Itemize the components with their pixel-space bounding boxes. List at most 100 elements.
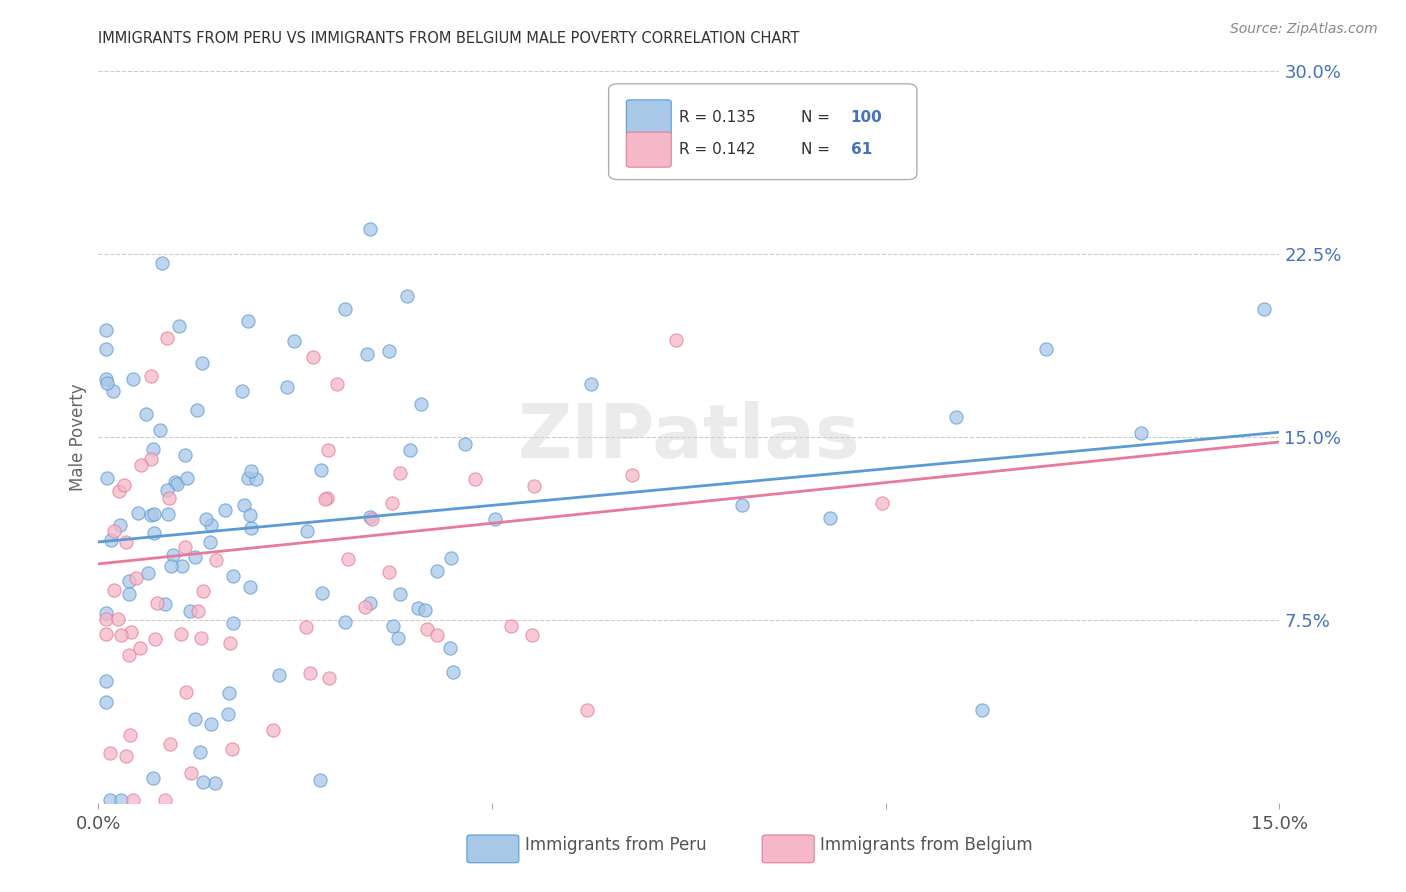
Point: [156, 331, 179, 345]
Point: [381, 619, 404, 633]
Point: [165, 475, 187, 489]
Point: [283, 334, 305, 348]
Point: [484, 512, 506, 526]
Point: [309, 463, 332, 477]
Point: [217, 706, 239, 721]
Point: [731, 498, 754, 512]
Point: [222, 568, 245, 582]
Point: [115, 749, 138, 764]
Point: [972, 703, 994, 717]
Point: [733, 125, 755, 139]
Point: [415, 622, 437, 636]
Point: [153, 793, 176, 807]
Point: [186, 402, 208, 417]
Point: [96, 471, 118, 485]
Point: [439, 641, 461, 656]
Point: [214, 503, 236, 517]
Point: [945, 409, 967, 424]
Point: [377, 565, 399, 579]
Point: [359, 596, 381, 610]
Point: [356, 346, 378, 360]
Point: [311, 586, 333, 600]
Point: [96, 674, 118, 689]
Point: [100, 533, 122, 548]
Point: [378, 344, 401, 359]
Point: [316, 443, 339, 458]
FancyBboxPatch shape: [762, 835, 814, 863]
Point: [96, 612, 118, 626]
Point: [146, 596, 169, 610]
Y-axis label: Male Poverty: Male Poverty: [69, 384, 87, 491]
Point: [239, 521, 262, 535]
Point: [98, 793, 121, 807]
Point: [190, 631, 212, 645]
Point: [96, 323, 118, 337]
Point: [170, 559, 193, 574]
Point: [190, 745, 212, 759]
Point: [440, 551, 463, 566]
Point: [295, 524, 318, 538]
Point: [103, 583, 125, 598]
Point: [143, 525, 166, 540]
Point: [501, 619, 523, 633]
Text: N =: N =: [801, 110, 830, 125]
Point: [238, 313, 260, 327]
Point: [299, 666, 322, 681]
Point: [523, 478, 546, 492]
Text: ZIPatlas: ZIPatlas: [517, 401, 860, 474]
Point: [141, 451, 163, 466]
Point: [112, 477, 135, 491]
Point: [142, 507, 165, 521]
Point: [326, 377, 349, 392]
Point: [388, 586, 411, 600]
Point: [121, 372, 143, 386]
Point: [176, 471, 198, 485]
Point: [620, 467, 643, 482]
Point: [198, 535, 221, 549]
Point: [238, 580, 260, 594]
Point: [464, 472, 486, 486]
Point: [96, 627, 118, 641]
Text: IMMIGRANTS FROM PERU VS IMMIGRANTS FROM BELGIUM MALE POVERTY CORRELATION CHART: IMMIGRANTS FROM PERU VS IMMIGRANTS FROM …: [98, 31, 800, 46]
Point: [166, 477, 188, 491]
Point: [426, 564, 449, 578]
Point: [96, 376, 118, 390]
Point: [108, 483, 131, 498]
Point: [231, 384, 253, 398]
Point: [314, 492, 336, 507]
Point: [174, 541, 197, 555]
Text: R = 0.142: R = 0.142: [679, 142, 756, 157]
Point: [167, 318, 190, 333]
Point: [359, 509, 381, 524]
Point: [139, 369, 162, 384]
Point: [665, 334, 688, 348]
Point: [205, 553, 228, 567]
Point: [180, 766, 202, 780]
Point: [269, 668, 291, 682]
Text: Immigrants from Belgium: Immigrants from Belgium: [820, 836, 1032, 855]
Point: [184, 549, 207, 564]
Point: [218, 685, 240, 699]
Text: 100: 100: [851, 110, 883, 125]
FancyBboxPatch shape: [467, 835, 519, 863]
Point: [129, 641, 152, 656]
Point: [413, 602, 436, 616]
Point: [179, 604, 201, 618]
Point: [120, 624, 142, 639]
Point: [335, 301, 357, 316]
Point: [200, 517, 222, 532]
Point: [118, 574, 141, 588]
Point: [118, 587, 141, 601]
FancyBboxPatch shape: [626, 100, 671, 135]
Point: [333, 615, 356, 629]
Point: [118, 648, 141, 662]
Point: [398, 443, 420, 458]
Point: [174, 684, 197, 698]
Point: [101, 384, 124, 399]
FancyBboxPatch shape: [609, 84, 917, 179]
Point: [1035, 343, 1057, 357]
Point: [262, 723, 284, 738]
Text: Source: ZipAtlas.com: Source: ZipAtlas.com: [1230, 22, 1378, 37]
Point: [184, 712, 207, 726]
Point: [454, 436, 477, 450]
